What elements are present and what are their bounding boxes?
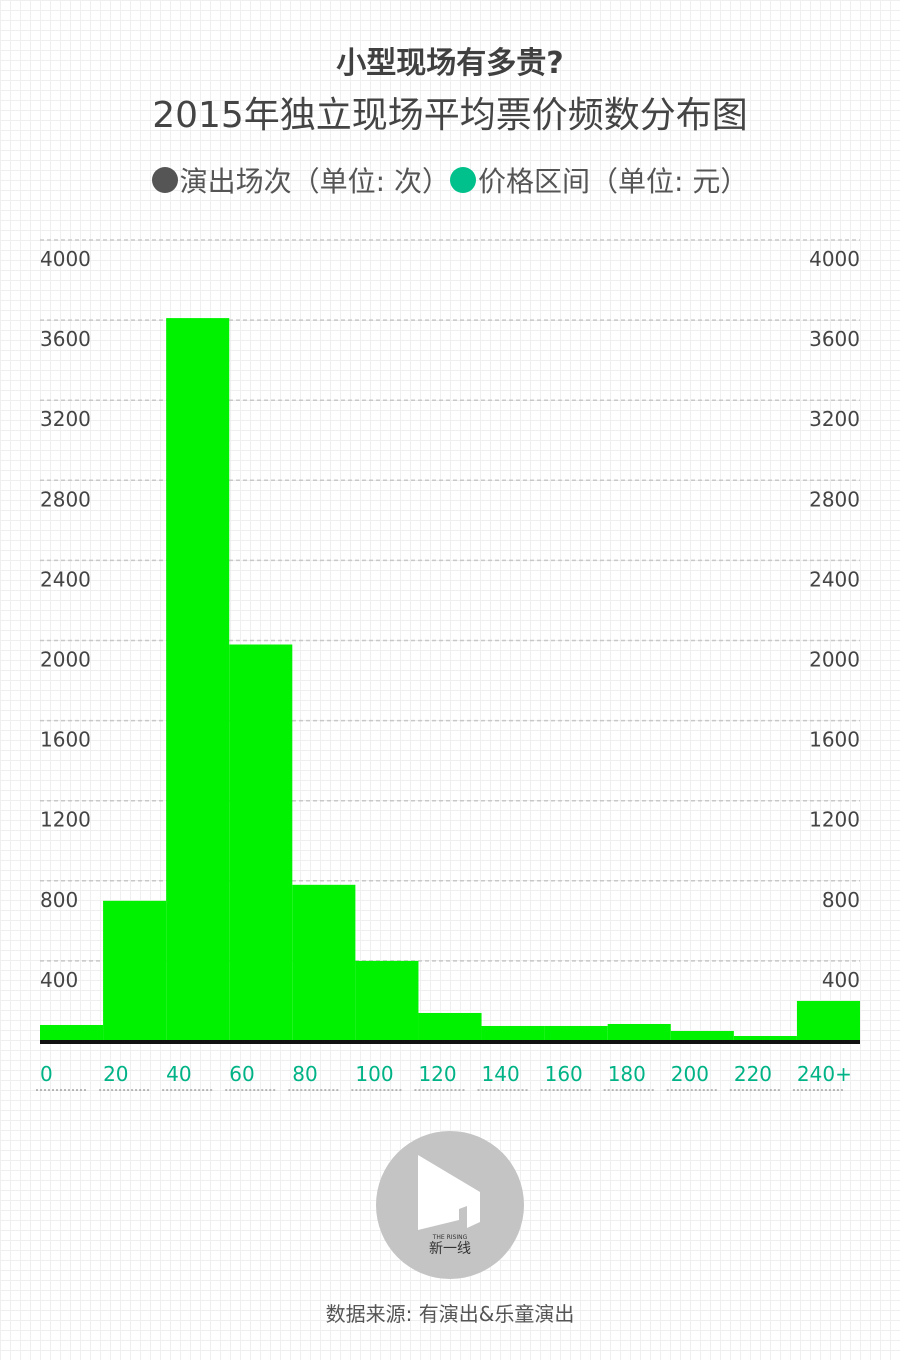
bar-4 [292,884,356,1041]
bar-10 [670,1030,734,1041]
legend-item-performances: 演出场次（单位: 次） [151,160,450,200]
y-tick-right-2000: 2000 [809,648,860,672]
y-axis-left: 400 800 1200 1600 2000 2400 2800 3200 3600 4000 [40,247,91,992]
bar-6 [418,1012,482,1041]
brand-logo: THE RISING 新一线 [375,1130,525,1280]
bar-5 [355,960,419,1041]
x-tick-120: 120 [418,1062,456,1086]
logo-brand-small: THE RISING [432,1234,468,1241]
logo-brand: 新一线 [429,1241,471,1257]
x-tick-240+: 240+ [797,1062,852,1086]
y-axis-right: 400 800 1200 1600 2000 2400 2800 3200 3600 4000 [809,247,860,992]
bar-12 [796,1000,860,1041]
legend-dot-price [450,167,476,193]
gridlines [40,239,860,962]
bars [40,318,860,1044]
legend: 演出场次（单位: 次） 价格区间（单位: 元） [0,160,900,200]
x-tick-180: 180 [608,1062,646,1086]
x-tick-100: 100 [355,1062,393,1086]
bar-8 [544,1025,608,1041]
legend-dot-performances [151,167,178,193]
x-tick-60: 60 [229,1062,254,1086]
y-tick-right-1200: 1200 [809,808,860,832]
data-source: 数据来源: 有演出&乐童演出 [325,1302,575,1326]
x-axis: 0 20 40 60 80 100 120 140 160 180 200 220 240+ [36,1062,852,1091]
y-tick-left-3200: 3200 [40,407,91,431]
chart-subtitle: 2015年独立现场平均票价频数分布图 [152,95,748,136]
x-tick-40: 40 [166,1062,191,1086]
y-tick-right-4000: 4000 [809,247,860,271]
legend-item-price: 价格区间（单位: 元） [450,160,748,200]
y-tick-left-2800: 2800 [40,487,91,511]
y-tick-left-800: 800 [40,888,78,912]
x-tick-160: 160 [545,1062,583,1086]
y-tick-right-3200: 3200 [809,407,860,431]
y-tick-right-2800: 2800 [809,487,860,511]
y-tick-right-400: 400 [822,968,860,992]
bar-1 [103,900,167,1041]
bar-9 [607,1023,671,1041]
x-tick-140: 140 [482,1062,520,1086]
y-tick-left-400: 400 [40,968,78,992]
y-tick-right-2400: 2400 [809,567,860,591]
y-tick-right-3600: 3600 [809,327,860,351]
logo-icon: THE RISING 新一线 [376,1131,524,1279]
x-tick-200: 200 [671,1062,709,1086]
bar-3 [229,644,293,1041]
legend-label-price: 价格区间（单位: 元） [478,165,749,198]
y-tick-left-3600: 3600 [40,327,91,351]
legend-label-performances: 演出场次（单位: 次） [179,165,450,198]
chart-title: 小型现场有多贵? [336,46,564,81]
bar-7 [481,1025,545,1041]
y-tick-left-2000: 2000 [40,648,91,672]
y-tick-left-2400: 2400 [40,567,91,591]
y-tick-left-1600: 1600 [40,728,91,752]
bar-11 [733,1035,797,1041]
bar-0 [40,1024,104,1041]
x-tick-220: 220 [734,1062,772,1086]
x-tick-0: 0 [40,1062,53,1086]
x-tick-20: 20 [103,1062,128,1086]
y-tick-left-4000: 4000 [40,247,91,271]
bar-2 [166,318,230,1041]
x-tick-80: 80 [292,1062,317,1086]
y-tick-right-1600: 1600 [809,728,860,752]
y-tick-left-1200: 1200 [40,808,91,832]
y-tick-right-800: 800 [822,888,860,912]
